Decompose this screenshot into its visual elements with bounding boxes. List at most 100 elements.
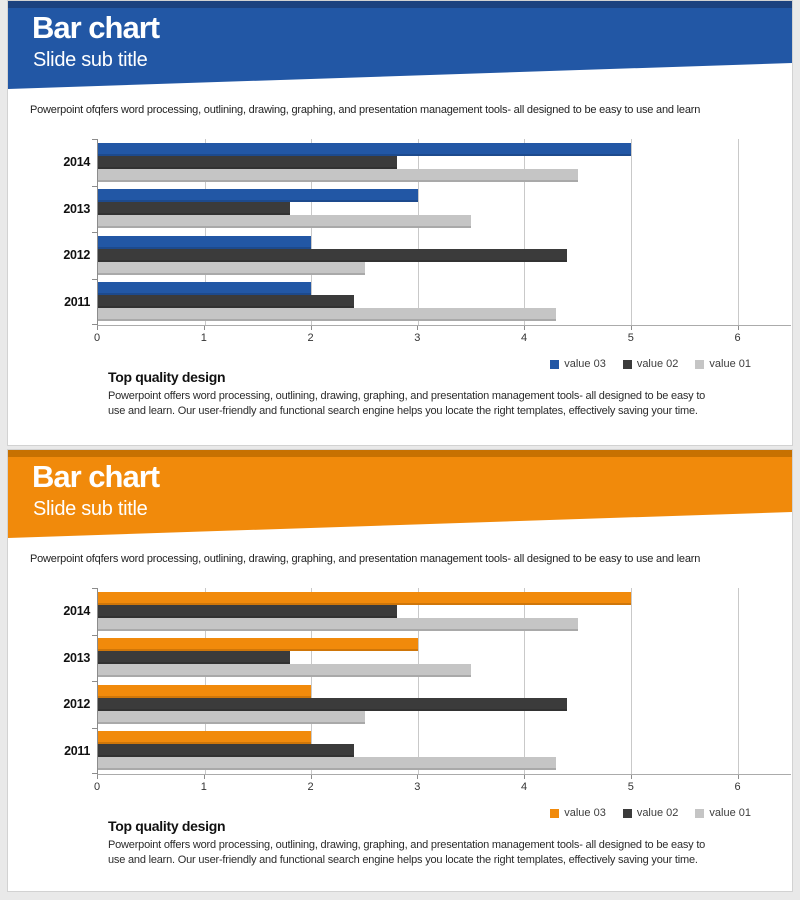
bar-value-03	[98, 189, 418, 203]
header-top-strip	[8, 450, 792, 457]
x-axis-tick	[310, 326, 312, 330]
category-label: 2012	[63, 248, 90, 263]
bar-value-02	[98, 202, 290, 216]
x-axis-tick-label: 4	[521, 781, 528, 793]
x-axis-tick-label: 2	[307, 332, 314, 344]
x-axis-tick	[417, 775, 419, 779]
slide-subtitle: Slide sub title	[33, 498, 148, 520]
chart-row: 2013	[63, 186, 791, 233]
x-axis-tick	[97, 775, 98, 779]
category-label: 2012	[63, 697, 90, 712]
section-heading: Top quality design	[108, 818, 226, 834]
chart-row: 2011	[64, 728, 791, 775]
chart-x-axis: 0 1 2 3 4 5 6	[93, 775, 791, 797]
gridline	[631, 588, 633, 774]
legend-swatch	[622, 808, 632, 818]
bar-value-03	[98, 591, 632, 605]
category-label: 2011	[64, 743, 90, 758]
x-axis-tick-label: 0	[93, 332, 101, 344]
gridline	[204, 588, 206, 774]
gridline	[737, 139, 739, 325]
legend-item: value 02	[622, 807, 678, 819]
x-axis-tick	[203, 326, 205, 330]
bar-value-02	[98, 155, 397, 169]
bar-value-03	[98, 142, 632, 156]
gridline	[204, 139, 206, 325]
bar-value-01	[98, 710, 365, 724]
slide-header: Bar chart Slide sub title	[8, 1, 792, 89]
legend-swatch	[622, 359, 632, 369]
x-axis-tick-label: 1	[200, 781, 207, 793]
legend-item: value 03	[550, 358, 606, 370]
x-axis-tick-label: 0	[93, 781, 101, 793]
x-axis-tick-label: 6	[734, 332, 741, 344]
gridline	[311, 588, 313, 774]
intro-text: Powerpoint ofqfers word processing, outl…	[30, 104, 701, 116]
intro-text: Powerpoint ofqfers word processing, outl…	[30, 553, 701, 565]
legend-label: value 02	[636, 358, 679, 370]
bar-value-02	[98, 697, 568, 711]
y-axis-tick	[92, 588, 98, 589]
y-axis-tick	[92, 139, 98, 140]
y-axis-tick	[92, 634, 98, 636]
bar-value-02	[98, 604, 397, 618]
x-axis-tick-label: 4	[521, 332, 528, 344]
bar-value-02	[98, 248, 568, 262]
legend-swatch	[695, 808, 705, 818]
y-axis-tick	[92, 324, 98, 325]
y-axis-tick	[92, 232, 98, 233]
chart-plot-area: 2014 2013 2012 2011	[63, 139, 791, 326]
bar-value-03	[98, 282, 312, 296]
bar-value-01	[98, 308, 557, 322]
x-axis-tick-label: 3	[414, 781, 421, 793]
text-section: Top quality design Powerpoint offers wor…	[108, 369, 718, 419]
x-axis-tick	[630, 775, 632, 779]
chart-row: 2012	[63, 232, 791, 279]
chart-legend: value 03 value 02 value 01	[9, 807, 751, 819]
bar-value-03	[98, 638, 418, 652]
category-label: 2011	[64, 294, 90, 309]
y-axis-tick	[92, 773, 98, 774]
bar-value-01	[98, 168, 578, 182]
section-body: Powerpoint offers word processing, outli…	[108, 839, 706, 866]
x-axis-tick	[524, 326, 526, 330]
legend-label: value 03	[564, 807, 606, 819]
x-axis-tick-label: 5	[627, 332, 634, 344]
legend-item: value 01	[695, 358, 751, 370]
legend-item: value 01	[695, 807, 751, 819]
x-axis-tick-label: 2	[307, 781, 314, 793]
y-axis-tick	[92, 278, 98, 280]
category-label: 2014	[63, 604, 90, 619]
legend-label: value 01	[709, 807, 751, 819]
slide-subtitle: Slide sub title	[33, 49, 148, 71]
chart-x-axis: 0 1 2 3 4 5 6	[93, 326, 791, 348]
slide-blue: Bar chart Slide sub title Powerpoint ofq…	[7, 0, 793, 446]
header-top-strip	[8, 1, 792, 8]
slide-title: Bar chart	[32, 10, 160, 45]
legend-label: value 01	[709, 358, 751, 370]
gridline	[737, 588, 739, 774]
chart-row: 2012	[63, 681, 791, 728]
gridline	[417, 588, 419, 774]
chart-legend: value 03 value 02 value 01	[9, 358, 751, 370]
legend-swatch	[550, 359, 560, 369]
bar-value-02	[98, 651, 290, 665]
x-axis-tick-label: 3	[414, 332, 421, 344]
x-axis-tick-label: 1	[200, 332, 207, 344]
bar-value-01	[98, 261, 365, 275]
bar-value-01	[98, 757, 557, 771]
x-axis-tick	[630, 326, 632, 330]
bar-value-01	[98, 664, 472, 678]
section-heading: Top quality design	[108, 369, 226, 385]
x-axis-tick-label: 6	[734, 781, 741, 793]
chart-row: 2014	[63, 588, 791, 635]
bar-value-03	[98, 235, 312, 249]
bar-value-03	[98, 731, 312, 745]
x-axis-tick	[737, 775, 739, 779]
x-axis-tick	[524, 775, 526, 779]
bar-value-03	[98, 684, 312, 698]
bar-value-02	[98, 744, 354, 758]
chart-plot-area: 2014 2013 2012 2011	[63, 588, 791, 775]
